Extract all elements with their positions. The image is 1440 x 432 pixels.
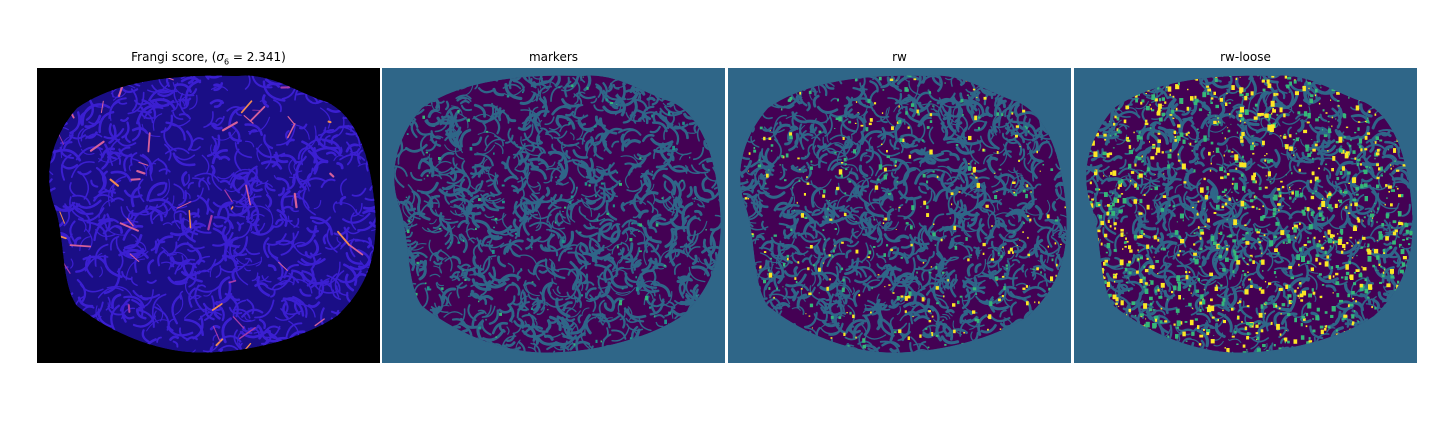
panel-title-rw-loose: rw-loose [1220, 50, 1271, 64]
frangi-image [37, 68, 380, 363]
panel-title-frangi: Frangi score, (σ6 = 2.341) [131, 50, 286, 67]
frangi-image-panel [37, 68, 380, 363]
markers-image-panel [382, 68, 725, 363]
rw-loose-image-panel [1074, 68, 1417, 363]
rw-loose-image [1074, 68, 1417, 363]
panel-title-rw: rw [892, 50, 907, 64]
markers-image [382, 68, 725, 363]
panel-title-markers: markers [528, 50, 579, 64]
rw-image [728, 68, 1071, 363]
rw-image-panel [728, 68, 1071, 363]
